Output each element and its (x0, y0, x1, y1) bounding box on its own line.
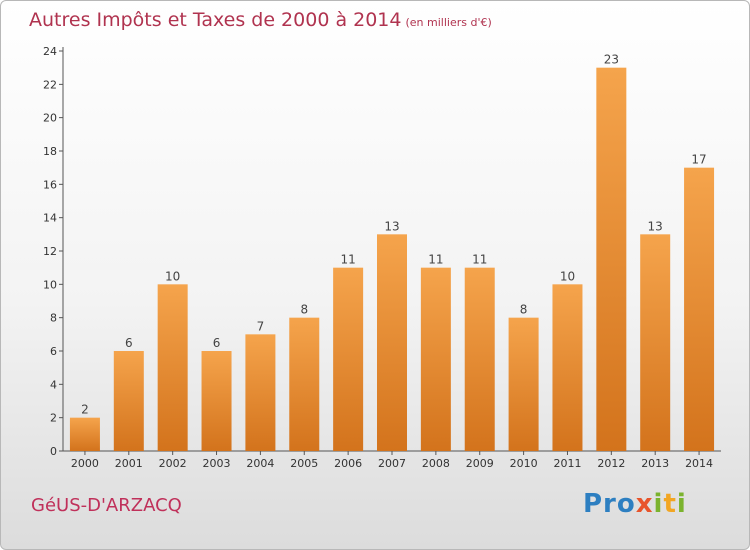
bar (289, 317, 320, 451)
bar-value-label: 2 (81, 403, 89, 417)
bar-value-label: 6 (213, 336, 221, 350)
bar-value-label: 23 (604, 53, 619, 67)
bar-value-label: 13 (648, 219, 663, 233)
bar-value-label: 7 (257, 319, 265, 333)
y-tick-label: 20 (43, 112, 57, 125)
bar (464, 267, 495, 451)
x-tick-label: 2006 (334, 457, 362, 470)
bar (552, 284, 583, 451)
x-tick-label: 2004 (246, 457, 274, 470)
y-tick-label: 24 (43, 45, 57, 58)
title-text: Autres Impôts et Taxes de 2000 à 2014 (29, 9, 402, 31)
bar (508, 317, 539, 451)
y-tick-label: 22 (43, 78, 57, 91)
y-tick-label: 16 (43, 178, 57, 191)
bar (420, 267, 451, 451)
y-tick-label: 8 (50, 312, 57, 325)
bar-value-label: 8 (520, 303, 528, 317)
bar-value-label: 10 (560, 269, 575, 283)
x-tick-label: 2007 (378, 457, 406, 470)
bar (640, 234, 671, 451)
x-tick-label: 2013 (641, 457, 669, 470)
y-tick-label: 2 (50, 412, 57, 425)
x-tick-label: 2009 (466, 457, 494, 470)
bar-value-label: 13 (384, 219, 399, 233)
bar-value-label: 6 (125, 336, 133, 350)
bar (333, 267, 364, 451)
x-tick-label: 2010 (510, 457, 538, 470)
x-tick-label: 2012 (597, 457, 625, 470)
x-tick-label: 2014 (685, 457, 713, 470)
bar-value-label: 8 (300, 303, 308, 317)
bar (596, 67, 627, 452)
bar-value-label: 11 (472, 253, 487, 267)
y-tick-label: 18 (43, 145, 57, 158)
x-tick-label: 2003 (203, 457, 231, 470)
commune-name: GéUS-D'ARZACQ (31, 495, 182, 516)
bar (113, 351, 144, 451)
y-tick-label: 14 (43, 212, 57, 225)
bar (69, 417, 100, 451)
bar (201, 351, 232, 451)
x-tick-label: 2000 (71, 457, 99, 470)
bar-value-label: 17 (691, 153, 706, 167)
bar (245, 334, 276, 451)
bar-value-label: 11 (428, 253, 443, 267)
unit-text: (en milliers d'€) (405, 16, 492, 29)
proxiti-logo: Proxiti (583, 489, 687, 519)
chart-title: Autres Impôts et Taxes de 2000 à 2014 (en… (29, 9, 492, 31)
x-tick-label: 2002 (159, 457, 187, 470)
x-tick-label: 2008 (422, 457, 450, 470)
x-tick-label: 2005 (290, 457, 318, 470)
x-tick-label: 2011 (553, 457, 581, 470)
bar (684, 167, 715, 451)
y-tick-label: 6 (50, 345, 57, 358)
y-tick-label: 10 (43, 278, 57, 291)
bar (377, 234, 407, 451)
bar-value-label: 10 (165, 269, 180, 283)
y-tick-label: 0 (50, 445, 57, 458)
x-tick-label: 2001 (115, 457, 143, 470)
bar (157, 284, 188, 451)
bar-value-label: 11 (340, 253, 355, 267)
y-tick-label: 12 (43, 245, 57, 258)
y-tick-label: 4 (50, 378, 57, 391)
